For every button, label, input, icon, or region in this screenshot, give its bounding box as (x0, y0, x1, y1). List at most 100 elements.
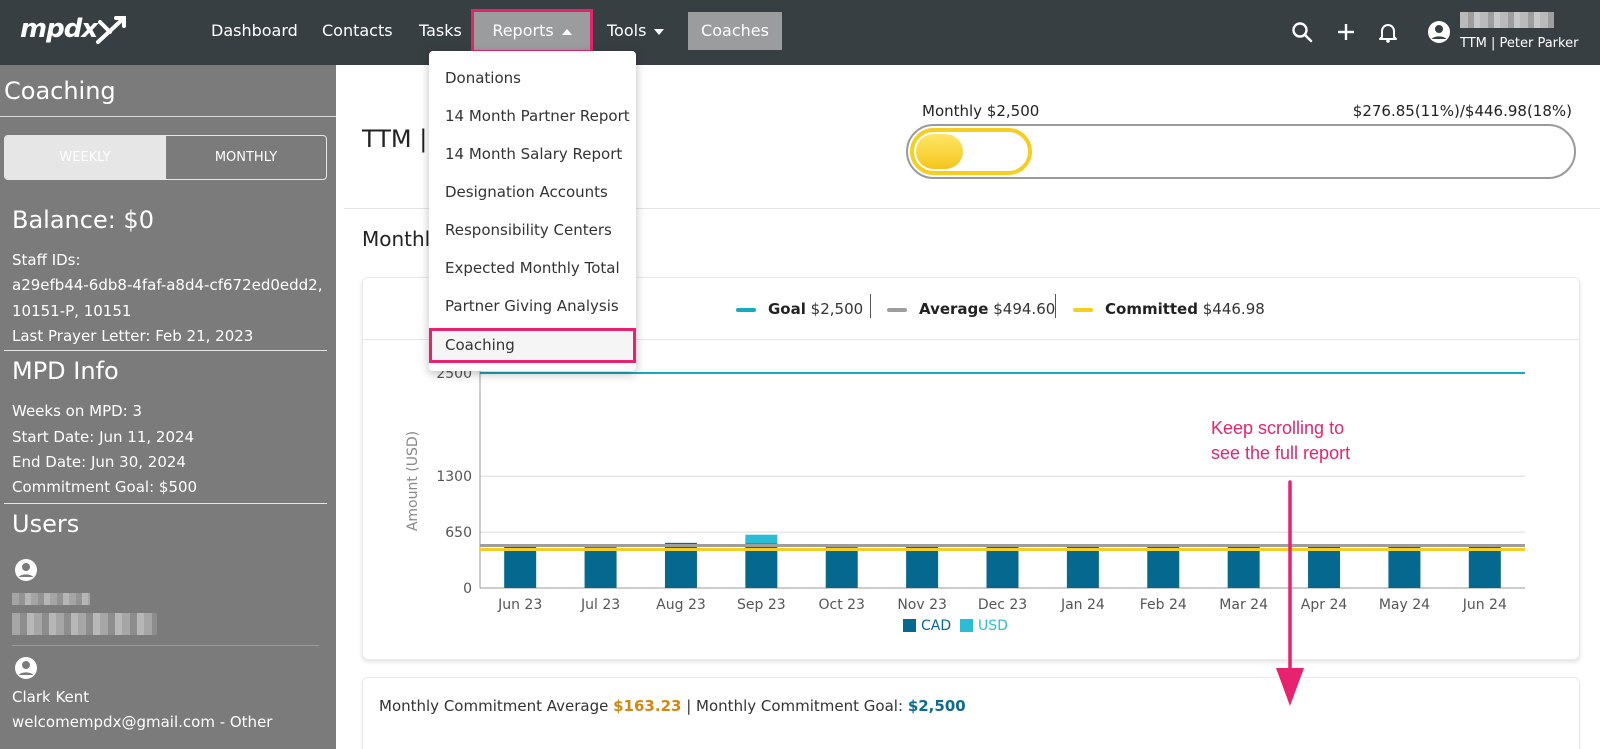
commitment-goal-value: $2,500 (907, 697, 966, 715)
x-tick-label: Jun 24 (1462, 597, 1507, 613)
bar-cad (504, 545, 537, 588)
nav-tools[interactable]: Tools (607, 12, 665, 50)
y-tick-label: 0 (463, 581, 472, 597)
last-prayer-letter: Last Prayer Letter: Feb 21, 2023 (12, 327, 254, 345)
x-tick-label: Oct 23 (818, 597, 864, 613)
mpd-info-heading: MPD Info (12, 357, 119, 385)
nav-dashboard[interactable]: Dashboard (211, 21, 298, 40)
bar-cad (1227, 545, 1260, 588)
committed-legend-value: $446.98 (1202, 300, 1265, 318)
average-swatch (887, 307, 907, 312)
received-progress-fill (916, 134, 963, 169)
x-tick-label: May 24 (1379, 597, 1430, 613)
committed-swatch (1073, 307, 1093, 312)
period-toggle: WEEKLY MONTHLY (4, 135, 327, 180)
menu-item-partner-giving-analysis[interactable]: Partner Giving Analysis (445, 297, 619, 315)
menu-item-coaching-highlight (429, 328, 636, 363)
x-tick-label: Mar 24 (1219, 597, 1268, 613)
average-legend: Average $494.60 (887, 300, 1055, 318)
menu-item-designation-accounts[interactable]: Designation Accounts (445, 183, 608, 201)
committed-legend-label: Committed (1105, 300, 1198, 318)
goal-legend-value: $2,500 (810, 300, 864, 318)
nav-reports[interactable]: Reports (471, 9, 593, 53)
user-name-redacted (1460, 12, 1554, 28)
chart-summary-legend: Goal $2,500 Average $494.60 Committed $4… (363, 278, 1579, 340)
nav-tools-label: Tools (607, 21, 647, 40)
y-axis-label: Amount (USD) (405, 431, 421, 531)
commitment-summary-card: Monthly Commitment Average $163.23 | Mon… (362, 677, 1580, 749)
reports-dropdown-menu: Donations 14 Month Partner Report 14 Mon… (429, 51, 636, 371)
commitment-average-value: $163.23 (613, 697, 682, 715)
cad-legend-swatch (903, 619, 916, 632)
monthly-goal-label: Monthly $2,500 (922, 102, 1040, 120)
cad-legend-label: CAD (921, 618, 951, 634)
bar-cad (584, 547, 617, 588)
nav-reports-label: Reports (492, 21, 554, 40)
commitment-summary: Monthly Commitment Average $163.23 | Mon… (379, 697, 966, 715)
menu-item-expected-monthly-total[interactable]: Expected Monthly Total (445, 259, 620, 277)
bar-cad (986, 545, 1019, 588)
logo-mark-icon (96, 16, 126, 44)
nav-tasks[interactable]: Tasks (419, 21, 462, 40)
user-avatar-icon[interactable] (1427, 20, 1451, 44)
x-tick-label: Aug 23 (656, 597, 706, 613)
menu-item-14-month-partner-report[interactable]: 14 Month Partner Report (445, 107, 630, 125)
user2-name: Clark Kent (12, 688, 90, 706)
monthly-toggle-button[interactable]: MONTHLY (165, 136, 326, 179)
bar-cad (906, 545, 939, 588)
bar-cad (1468, 545, 1501, 588)
x-tick-label: Jan 24 (1060, 597, 1105, 613)
x-tick-label: Apr 24 (1301, 597, 1348, 613)
user1-name-redacted (12, 593, 90, 605)
y-tick-label: 650 (445, 525, 472, 541)
bar-cad (1388, 545, 1421, 588)
commitment-goal-label: | Monthly Commitment Goal: (686, 697, 904, 715)
search-icon[interactable] (1290, 20, 1314, 44)
menu-item-14-month-salary-report[interactable]: 14 Month Salary Report (445, 145, 623, 163)
menu-item-responsibility-centers[interactable]: Responsibility Centers (445, 221, 612, 239)
goal-swatch (736, 307, 756, 312)
balance-heading: Balance: $0 (12, 206, 154, 234)
x-tick-label: Jul 23 (580, 597, 620, 613)
user-org-label[interactable]: TTM | Peter Parker (1460, 36, 1579, 51)
start-date: Start Date: Jun 11, 2024 (12, 428, 195, 446)
menu-item-donations[interactable]: Donations (445, 69, 521, 87)
divider (0, 116, 336, 117)
legend-separator (870, 294, 871, 318)
bar-usd (745, 534, 778, 544)
divider (4, 350, 327, 351)
nav-coaches[interactable]: Coaches (688, 12, 782, 50)
bar-cad (1308, 545, 1341, 588)
scroll-annotation: Keep scrolling to see the full report (1211, 416, 1350, 466)
y-tick-label: 1300 (436, 469, 472, 485)
divider (344, 208, 1600, 209)
commitment-average-label: Monthly Commitment Average (379, 697, 609, 715)
end-date: End Date: Jun 30, 2024 (12, 453, 186, 471)
goal-legend-label: Goal (768, 300, 806, 318)
weeks-on-mpd: Weeks on MPD: 3 (12, 402, 143, 420)
staff-ids-label: Staff IDs: (12, 251, 81, 269)
mpdx-logo[interactable]: mpdx (20, 14, 126, 44)
logo-text: mpdx (20, 14, 98, 44)
goal-progress-text: $276.85(11%)/$446.98(18%) (1352, 102, 1572, 120)
x-tick-label: Feb 24 (1140, 597, 1187, 613)
annotation-line2: see the full report (1211, 443, 1351, 463)
weekly-toggle-button[interactable]: WEEKLY (5, 136, 165, 179)
x-tick-label: Nov 23 (897, 597, 947, 613)
user-avatar-icon (15, 559, 37, 581)
average-legend-value: $494.60 (993, 300, 1056, 318)
add-icon[interactable] (1334, 20, 1358, 44)
scroll-down-arrow-icon (1276, 480, 1304, 706)
nav-contacts[interactable]: Contacts (322, 21, 393, 40)
bell-icon[interactable] (1376, 20, 1400, 44)
staff-ids-line1: a29efb44-6db8-4faf-a8d4-cf672ed0edd2, (12, 276, 323, 294)
usd-legend-label: USD (978, 618, 1008, 634)
user2-email: welcomempdx@gmail.com - Other (12, 713, 273, 731)
x-tick-label: Dec 23 (978, 597, 1027, 613)
legend-separator (1055, 294, 1056, 318)
goal-legend: Goal $2,500 (736, 300, 863, 318)
menu-item-coaching[interactable]: Coaching (445, 336, 515, 354)
section-title: Monthly (362, 227, 443, 251)
bar-cad (1066, 545, 1099, 588)
goal-progress-bar (906, 124, 1576, 179)
